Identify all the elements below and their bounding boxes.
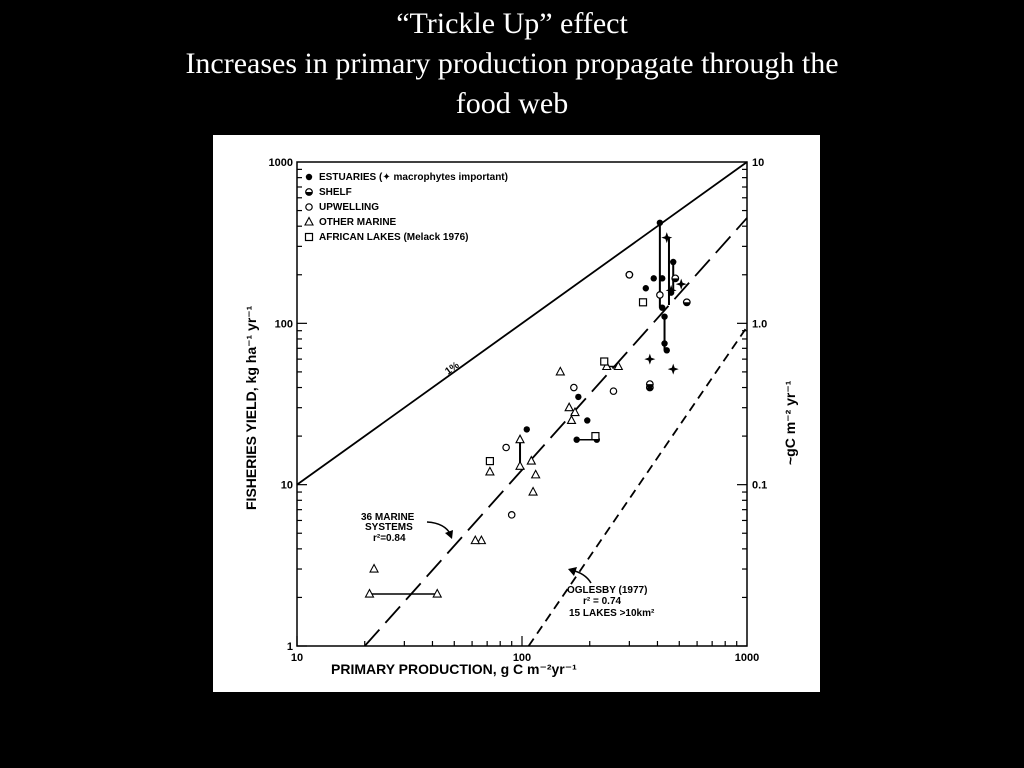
point-shelf-fill [646, 384, 654, 388]
fit-line-short-dash [527, 326, 748, 647]
y-tick-label: 1 [287, 641, 293, 653]
point-upwelling [305, 203, 313, 211]
point-other-marine [484, 466, 495, 476]
point-estuary [584, 417, 591, 424]
point-african-lake [304, 232, 314, 242]
point-other-marine [304, 216, 314, 226]
x-tick-label: 1000 [735, 652, 759, 664]
point-macrophyte-estuary [661, 232, 673, 244]
point-other-marine [476, 534, 487, 545]
y2-axis-title: ~gC m⁻² yr⁻¹ [782, 380, 798, 465]
point-other-marine [601, 360, 612, 371]
point-estuary [661, 313, 668, 320]
y2-tick-label: 0.1 [752, 480, 767, 492]
point-macrophyte-estuary [667, 363, 679, 375]
x-tick-label: 10 [291, 652, 303, 664]
point-other-marine [528, 486, 538, 496]
point-estuary [575, 393, 582, 401]
point-estuary [650, 275, 657, 282]
slide-title: “Trickle Up” effect Increases in primary… [0, 4, 1024, 124]
point-upwelling [656, 291, 664, 299]
oglesby-label-line-2: r² = 0.74 [583, 596, 622, 607]
point-other-marine [566, 414, 577, 425]
title-line-3: food web [455, 87, 569, 120]
x-tick-label: 100 [513, 652, 531, 664]
x-axis-title: PRIMARY PRODUCTION, g C m⁻²yr⁻¹ [331, 661, 577, 677]
point-estuary [305, 173, 313, 181]
point-african-lake [600, 357, 609, 366]
y2-tick-label: 10 [752, 157, 764, 169]
point-other-marine [515, 460, 525, 470]
fit-line-solid [296, 161, 748, 486]
point-estuary [656, 219, 664, 226]
legend-entry-label: OTHER MARINE [319, 217, 397, 228]
point-shelf-fill [671, 278, 679, 282]
point-other-marine [369, 563, 379, 573]
title-line-2: Increases in primary production propagat… [185, 47, 839, 80]
point-estuary [523, 426, 530, 433]
data-points [364, 219, 691, 598]
legend-entry-label: SHELF [319, 187, 352, 198]
legend: ESTUARIES (✦ macrophytes important) SHELF… [304, 172, 508, 243]
fit-lines [296, 161, 748, 647]
point-upwelling [570, 383, 578, 392]
y2-tick-label: 1.0 [752, 318, 767, 330]
point-macrophyte-estuary [665, 284, 677, 296]
point-upwelling [625, 270, 634, 279]
point-other-marine [364, 588, 375, 598]
point-macrophyte-estuary [675, 278, 687, 290]
point-upwelling [507, 511, 516, 519]
point-other-marine [613, 360, 624, 371]
point-estuary [659, 275, 666, 282]
fit-line-long-dash [364, 217, 748, 647]
title-line-1: “Trickle Up” effect [396, 7, 628, 40]
y-tick-label: 100 [275, 318, 293, 330]
point-african-lake [638, 298, 648, 307]
one-percent-label: 1% [443, 360, 461, 377]
point-other-marine [564, 402, 575, 412]
range-bars [369, 222, 675, 595]
y-tick-label: 1000 [269, 157, 293, 169]
point-upwelling [502, 443, 510, 452]
y-axis-title: FISHERIES YIELD, kg ha⁻¹ yr⁻¹ [243, 305, 259, 510]
legend-entry-label: ESTUARIES (✦ macrophytes important) [319, 172, 508, 183]
oglesby-label-line-3: 15 LAKES >10km² [569, 608, 655, 619]
point-estuary [573, 436, 580, 443]
marine-label-line-3: r²=0.84 [373, 533, 406, 544]
point-other-marine [555, 366, 566, 376]
marine-arrowhead [445, 530, 453, 539]
legend-entry-label: UPWELLING [319, 202, 379, 213]
oglesby-label-line-1: OGLESBY (1977) [567, 585, 647, 596]
oglesby-arrowhead [568, 567, 577, 576]
point-other-marine [530, 469, 541, 479]
point-other-marine [432, 588, 443, 598]
point-upwelling [609, 387, 618, 395]
point-estuary [670, 258, 677, 266]
point-other-marine [526, 455, 537, 465]
point-other-marine [570, 406, 580, 417]
point-macrophyte-estuary [644, 353, 656, 365]
marine-label-line-2: SYSTEMS [365, 522, 413, 533]
chart-figure: 10 100 1000 1 10 100 1000 0.1 1.0 10 ESTUARIES (✦… [213, 135, 820, 692]
point-african-lake [591, 432, 600, 441]
point-estuary [642, 285, 650, 292]
point-african-lake [485, 456, 494, 466]
point-shelf-fill [305, 192, 313, 196]
point-other-marine [470, 534, 481, 545]
y-tick-label: 10 [281, 480, 293, 492]
point-other-marine [515, 434, 525, 444]
point-shelf-fill [683, 302, 691, 306]
point-shelf-fill [646, 387, 654, 391]
point-estuary [659, 304, 666, 311]
point-estuary [663, 347, 670, 354]
point-estuary [661, 340, 668, 347]
marine-label-line-1: 36 MARINE [361, 512, 415, 523]
legend-entry-label: AFRICAN LAKES (Melack 1976) [319, 232, 468, 243]
